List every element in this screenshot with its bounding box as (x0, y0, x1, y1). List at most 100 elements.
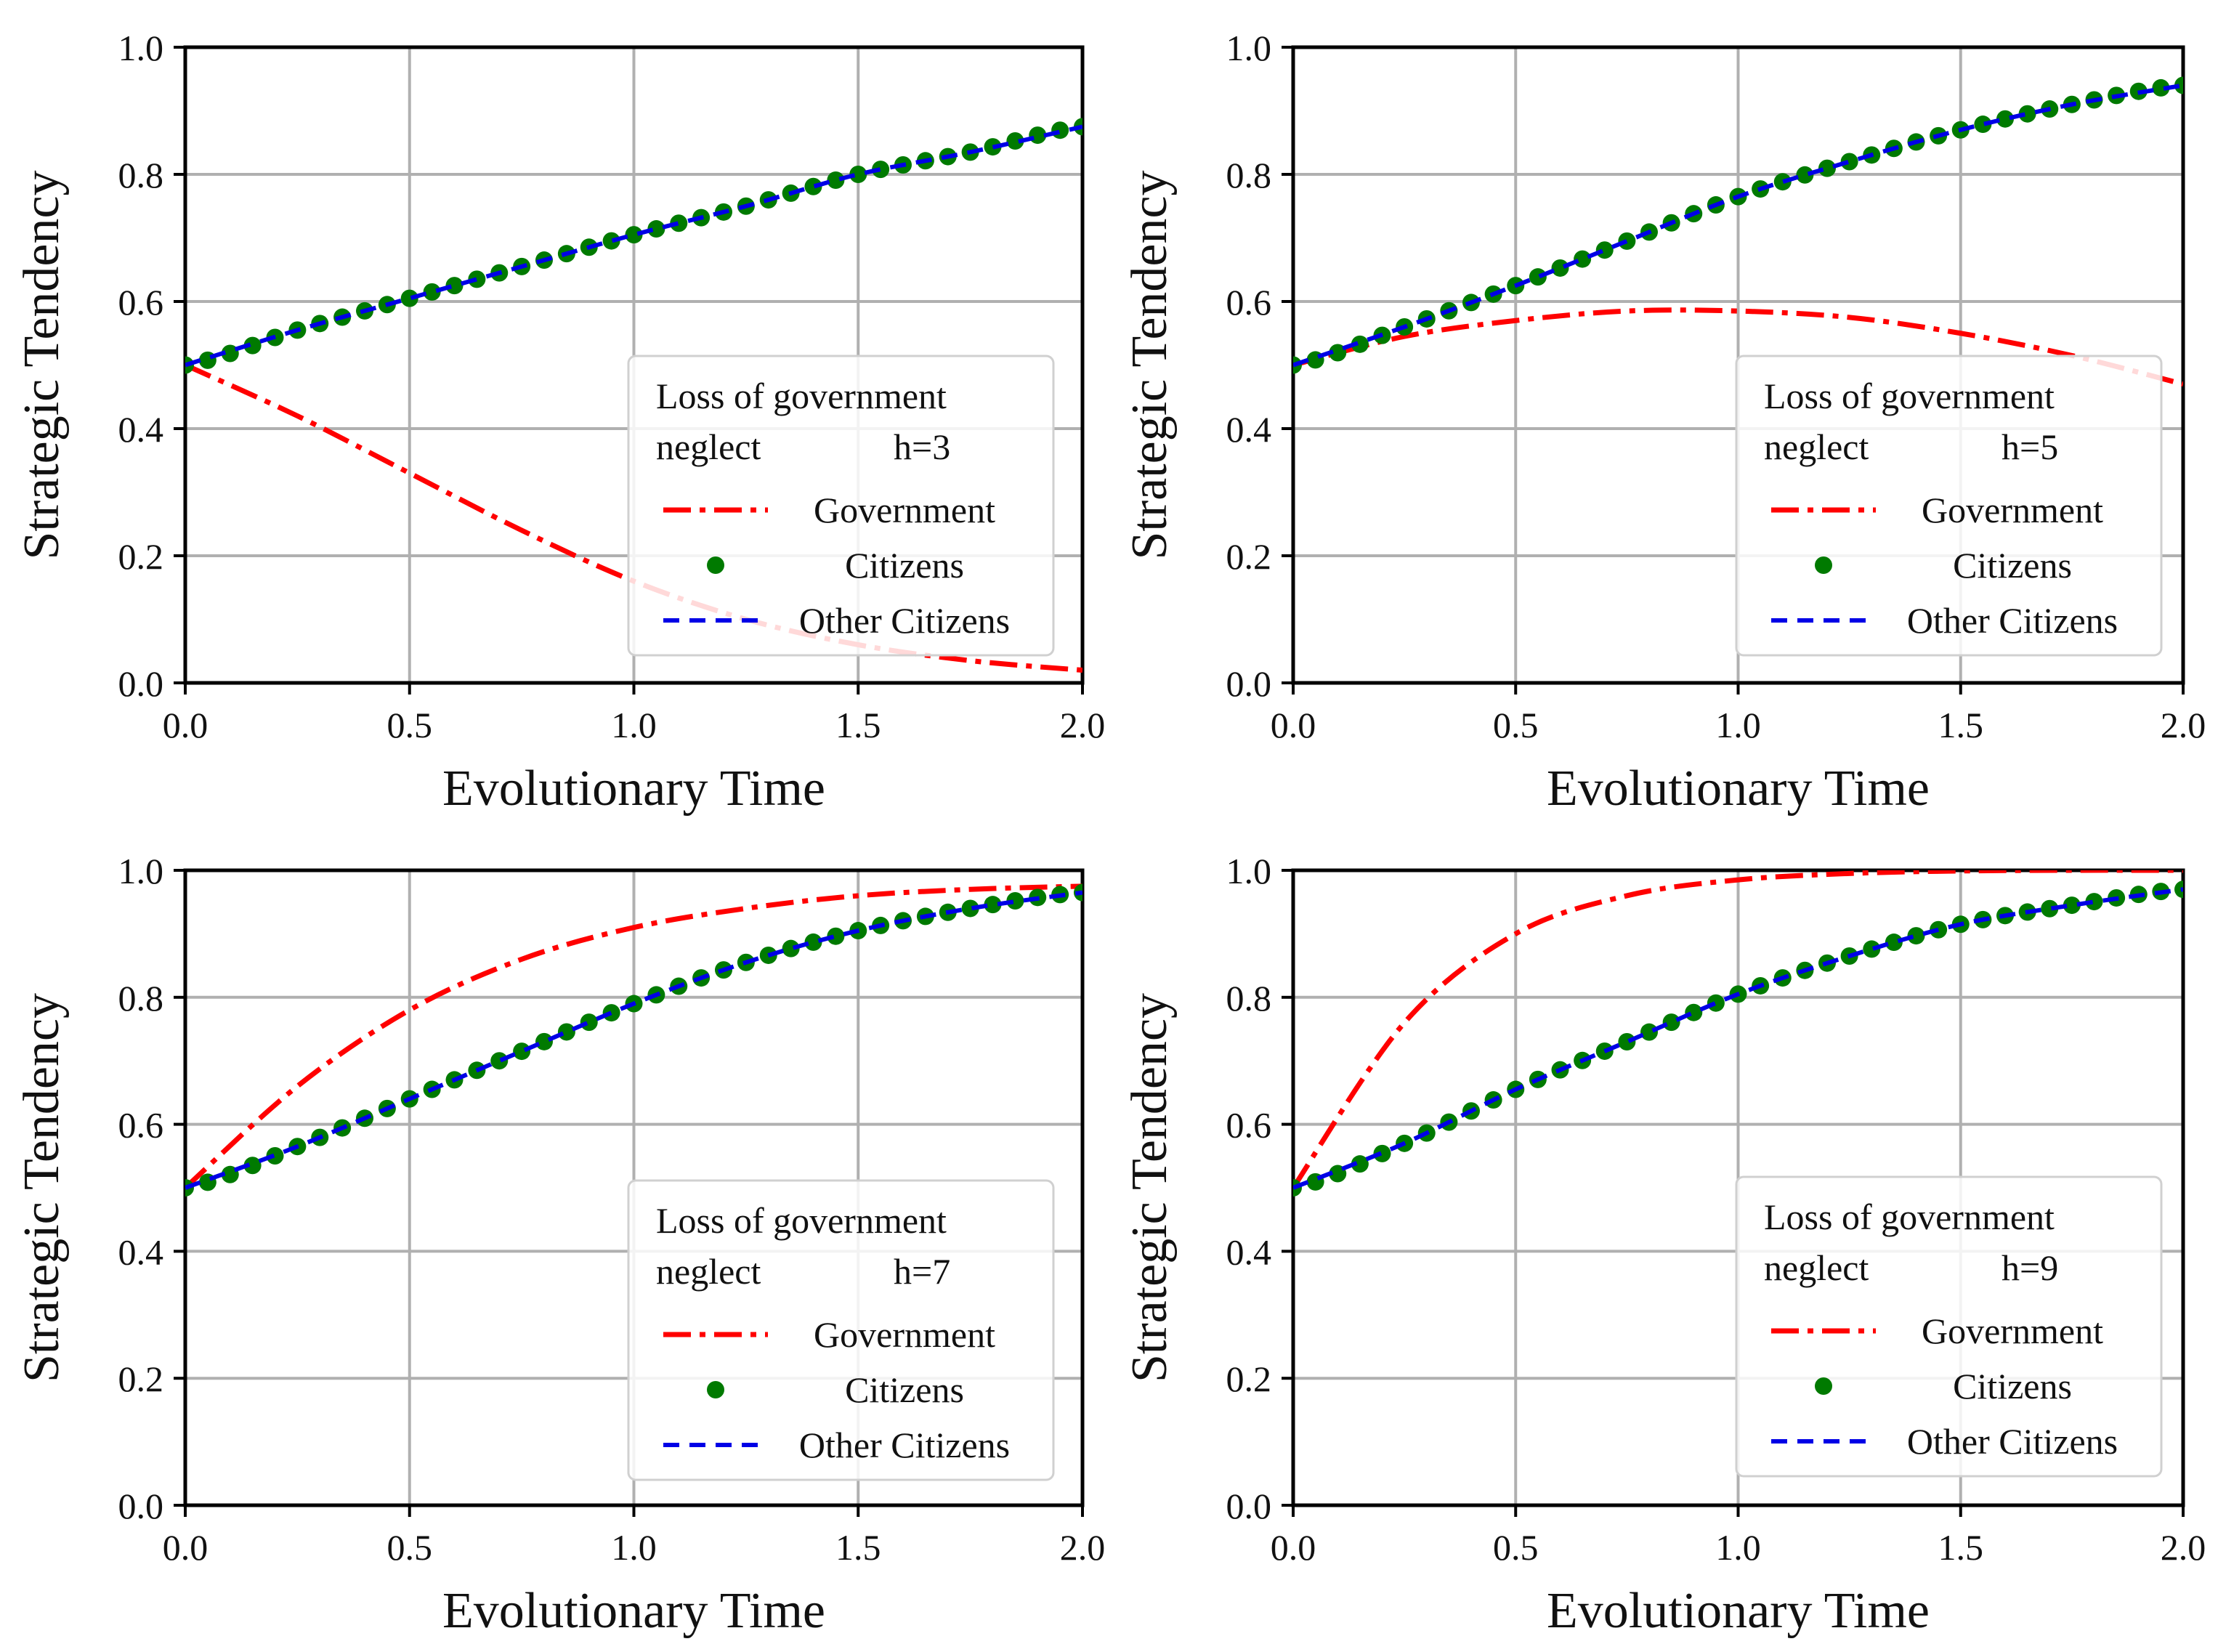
citizens-point (580, 1013, 598, 1032)
y-tick-label: 0.8 (118, 155, 164, 195)
series-line-other-citizens (1293, 887, 2183, 1190)
citizens-point (827, 171, 845, 189)
citizens-point (468, 270, 486, 288)
y-tick-label: 1.0 (118, 851, 164, 891)
subplot-3: 0.0 0.5 1.0 1.5 2.0 0.0 0.2 0.4 0.6 0.8 1.0 Evoluti… (14, 851, 1105, 1639)
x-tick-label: 2.0 (1060, 1527, 1106, 1568)
legend-title-line2-left: neglect (656, 426, 761, 467)
legend-handle-citizens (1815, 556, 1832, 574)
y-tick-label: 0.6 (1226, 1105, 1272, 1146)
y-tick-label: 1.0 (1226, 851, 1272, 891)
x-tick-label: 1.0 (611, 1527, 657, 1568)
citizens-point (1029, 126, 1047, 145)
citizens-point (1373, 1144, 1391, 1162)
x-axis-title: Evolutionary Time (1547, 761, 1930, 817)
citizens-point (1685, 1003, 1703, 1021)
legend-title-line1: Loss of government (656, 1200, 947, 1241)
citizens-point (1329, 1165, 1347, 1183)
citizens-point (1574, 250, 1592, 268)
citizens-point (1662, 1013, 1680, 1032)
y-tick-label: 1.0 (118, 28, 164, 68)
citizens-point (423, 283, 441, 301)
series-line-government (1293, 307, 2183, 387)
legend-title-line2-right: h=3 (894, 426, 950, 467)
citizens-point (625, 226, 643, 244)
legend-label: Government (814, 1314, 995, 1355)
series-line-other-citizens (185, 890, 1082, 1190)
x-tick-label: 0.5 (1493, 1527, 1539, 1568)
legend-title-line2-right: h=9 (2002, 1247, 2058, 1288)
y-tick-label: 1.0 (1226, 28, 1272, 68)
x-tick-label: 0.5 (387, 1527, 433, 1568)
x-tick-label: 2.0 (2161, 1527, 2206, 1568)
subplot-2: 0.0 0.5 1.0 1.5 2.0 0.0 0.2 0.4 0.6 0.8 1.0 Evoluti… (1122, 28, 2206, 817)
citizens-point (670, 214, 688, 232)
legend: Loss of government neglect h=9 Government Ci… (1735, 1175, 2163, 1478)
citizens-point (1618, 1032, 1636, 1050)
x-axis-title: Evolutionary Time (442, 761, 825, 817)
series-line-other-citizens (1293, 83, 2183, 368)
citizens-point (1351, 1155, 1369, 1173)
legend-handle-citizens (1815, 1377, 1832, 1395)
legend-frame (1735, 355, 2163, 657)
x-tick-label: 0.5 (387, 705, 433, 745)
citizens-point (1773, 173, 1792, 191)
legend-title-line1: Loss of government (1764, 376, 2055, 416)
y-tick-label: 0.2 (118, 1359, 164, 1399)
legend-title-line2-right: h=5 (2002, 426, 2058, 467)
legend-label: Citizens (845, 545, 964, 586)
citizens-point (243, 336, 262, 355)
y-tick-label: 0.4 (118, 1231, 164, 1272)
citizens-point (2152, 78, 2170, 97)
citizens-point (1329, 344, 1347, 362)
y-tick-label: 0.0 (1226, 663, 1272, 704)
citizens-point (782, 939, 800, 957)
citizens-point (804, 177, 822, 195)
legend-title-line2-left: neglect (1764, 426, 1869, 467)
y-tick-label: 0.4 (1226, 1231, 1272, 1272)
x-tick-label: 1.0 (1715, 1527, 1761, 1568)
legend-title-line1: Loss of government (656, 376, 947, 416)
y-tick-label: 0.6 (118, 282, 164, 323)
x-tick-label: 1.0 (1715, 705, 1761, 745)
y-axis-title: Strategic Tendency (14, 170, 70, 559)
legend: Loss of government neglect h=7 Government Ci… (627, 1179, 1055, 1481)
y-tick-label: 0.8 (1226, 155, 1272, 195)
citizens-point (984, 896, 1002, 914)
plot-area (1293, 76, 2183, 387)
y-tick-label: 0.8 (1226, 978, 1272, 1019)
plot-area (185, 883, 1082, 1197)
legend-title-line1: Loss of government (1764, 1197, 2055, 1237)
citizens-point (1818, 159, 1836, 177)
legend: Loss of government neglect h=5 Government Ci… (1735, 355, 2163, 657)
x-tick-label: 0.0 (163, 1527, 209, 1568)
legend-label: Other Citizens (1907, 600, 2118, 641)
citizens-point (1595, 241, 1614, 259)
legend-title-line2-left: neglect (1764, 1247, 1869, 1288)
legend-label: Other Citizens (799, 600, 1010, 641)
x-tick-label: 0.0 (163, 705, 209, 745)
y-axis-title: Strategic Tendency (1122, 170, 1178, 559)
citizens-point (243, 1157, 262, 1175)
citizens-point (1006, 132, 1024, 150)
legend-frame (627, 355, 1055, 657)
x-tick-label: 2.0 (2161, 705, 2206, 745)
y-axis-title: Strategic Tendency (1122, 993, 1178, 1382)
x-tick-label: 1.5 (835, 705, 881, 745)
x-tick-label: 0.0 (1271, 1527, 1316, 1568)
citizens-point (961, 899, 979, 918)
citizens-point (1551, 259, 1569, 277)
citizens-point (2063, 896, 2081, 915)
y-tick-label: 0.0 (1226, 1486, 1272, 1526)
citizens-point (2174, 880, 2183, 899)
x-tick-label: 1.0 (611, 705, 657, 745)
x-tick-label: 1.5 (1938, 705, 1984, 745)
x-tick-label: 1.5 (835, 1527, 881, 1568)
y-tick-label: 0.2 (118, 536, 164, 577)
legend-label: Other Citizens (799, 1425, 1010, 1465)
citizens-point (1006, 892, 1024, 910)
legend-label: Citizens (1953, 1366, 2072, 1406)
x-tick-label: 1.5 (1938, 1527, 1984, 1568)
y-axis-title: Strategic Tendency (14, 993, 70, 1382)
